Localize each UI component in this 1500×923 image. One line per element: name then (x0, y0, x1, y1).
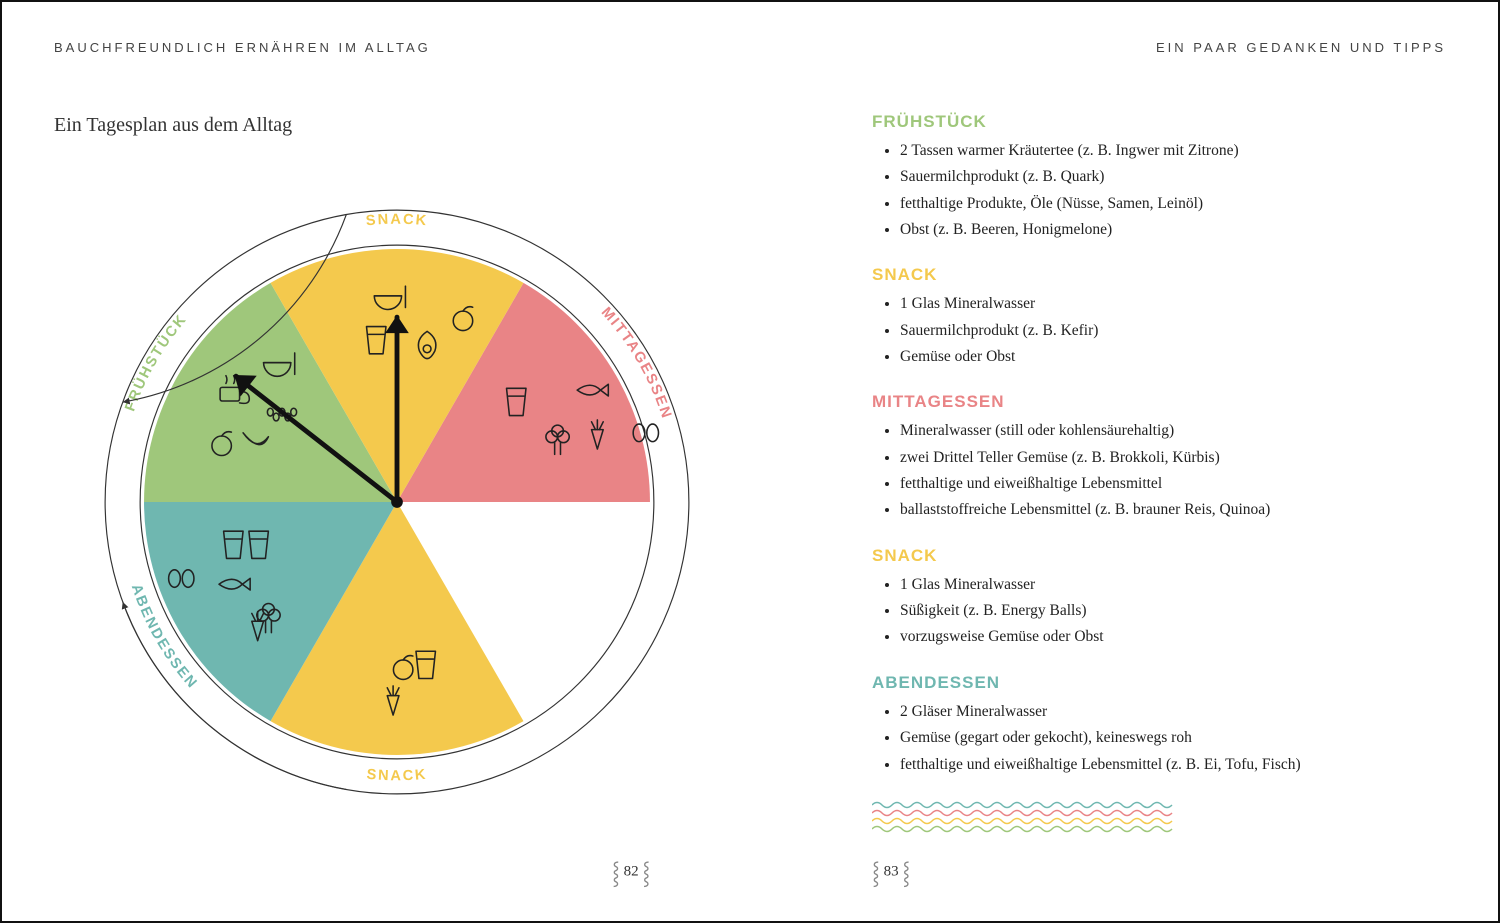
page-subtitle: Ein Tagesplan aus dem Alltag (54, 114, 292, 137)
section-list: 1 Glas MineralwasserSüßigkeit (z. B. Ene… (872, 572, 1452, 651)
wavy-divider (872, 799, 1452, 839)
section-title: SNACK (872, 546, 1452, 566)
section-title: FRÜHSTÜCK (872, 112, 1452, 132)
section-list: 1 Glas MineralwasserSauermilchprodukt (z… (872, 291, 1452, 370)
section-title: ABENDESSEN (872, 673, 1452, 693)
page-number-value: 83 (884, 863, 899, 879)
list-item: 1 Glas Mineralwasser (900, 572, 1452, 598)
section-title: SNACK (872, 265, 1452, 285)
page-number-left: ⸾ 82 ⸾ (612, 857, 650, 887)
list-item: Obst (z. B. Beeren, Honigmelone) (900, 217, 1452, 243)
list-item: Sauermilchprodukt (z. B. Quark) (900, 164, 1452, 190)
squiggle-icon: ⸾ (612, 857, 620, 887)
list-item: fetthaltige und eiweißhaltige Lebensmitt… (900, 471, 1452, 497)
list-item: Mineralwasser (still oder kohlensäurehal… (900, 418, 1452, 444)
list-item: 1 Glas Mineralwasser (900, 291, 1452, 317)
meal-section: FRÜHSTÜCK 2 Tassen warmer Kräutertee (z. … (872, 112, 1452, 243)
list-item: Gemüse (gegart oder gekocht), keineswegs… (900, 725, 1452, 751)
section-list: Mineralwasser (still oder kohlensäurehal… (872, 418, 1452, 523)
list-item: 2 Gläser Mineralwasser (900, 699, 1452, 725)
svg-text:SNACK: SNACK (365, 212, 429, 230)
meal-section: MITTAGESSEN Mineralwasser (still oder koh… (872, 392, 1452, 523)
section-list: 2 Gläser MineralwasserGemüse (gegart ode… (872, 699, 1452, 778)
list-item: Gemüse oder Obst (900, 344, 1452, 370)
page-number-right: ⸾ 83 ⸾ (872, 857, 910, 887)
page-number-value: 82 (624, 863, 639, 879)
squiggle-icon: ⸾ (902, 857, 910, 887)
list-item: zwei Drittel Teller Gemüse (z. B. Brokko… (900, 445, 1452, 471)
meal-section: ABENDESSEN 2 Gläser MineralwasserGemüse (… (872, 673, 1452, 778)
list-item: fetthaltige und eiweißhaltige Lebensmitt… (900, 752, 1452, 778)
book-spread: BAUCHFREUNDLICH ERNÄHREN IM ALLTAG EIN P… (0, 0, 1500, 923)
list-item: vorzugsweise Gemüse oder Obst (900, 624, 1452, 650)
list-item: fetthaltige Produkte, Öle (Nüsse, Samen,… (900, 191, 1452, 217)
section-title: MITTAGESSEN (872, 392, 1452, 412)
section-list: 2 Tassen warmer Kräutertee (z. B. Ingwer… (872, 138, 1452, 243)
squiggle-icon: ⸾ (642, 857, 650, 887)
running-head-right: EIN PAAR GEDANKEN UND TIPPS (1156, 40, 1446, 55)
list-item: Sauermilchprodukt (z. B. Kefir) (900, 318, 1452, 344)
list-item: Süßigkeit (z. B. Energy Balls) (900, 598, 1452, 624)
svg-text:SNACK: SNACK (366, 767, 428, 785)
meal-wheel-diagram: MITTAGESSENSNACKABENDESSENFRÜHSTÜCKSNACK (82, 142, 712, 862)
list-item: 2 Tassen warmer Kräutertee (z. B. Ingwer… (900, 138, 1452, 164)
running-head-left: BAUCHFREUNDLICH ERNÄHREN IM ALLTAG (54, 40, 431, 55)
list-item: ballaststoffreiche Lebensmittel (z. B. b… (900, 497, 1452, 523)
squiggle-icon: ⸾ (872, 857, 880, 887)
meal-section: SNACK 1 Glas MineralwasserSauermilchprodu… (872, 265, 1452, 370)
meal-text-column: FRÜHSTÜCK 2 Tassen warmer Kräutertee (z. … (872, 112, 1452, 800)
meal-section: SNACK 1 Glas MineralwasserSüßigkeit (z. B… (872, 546, 1452, 651)
